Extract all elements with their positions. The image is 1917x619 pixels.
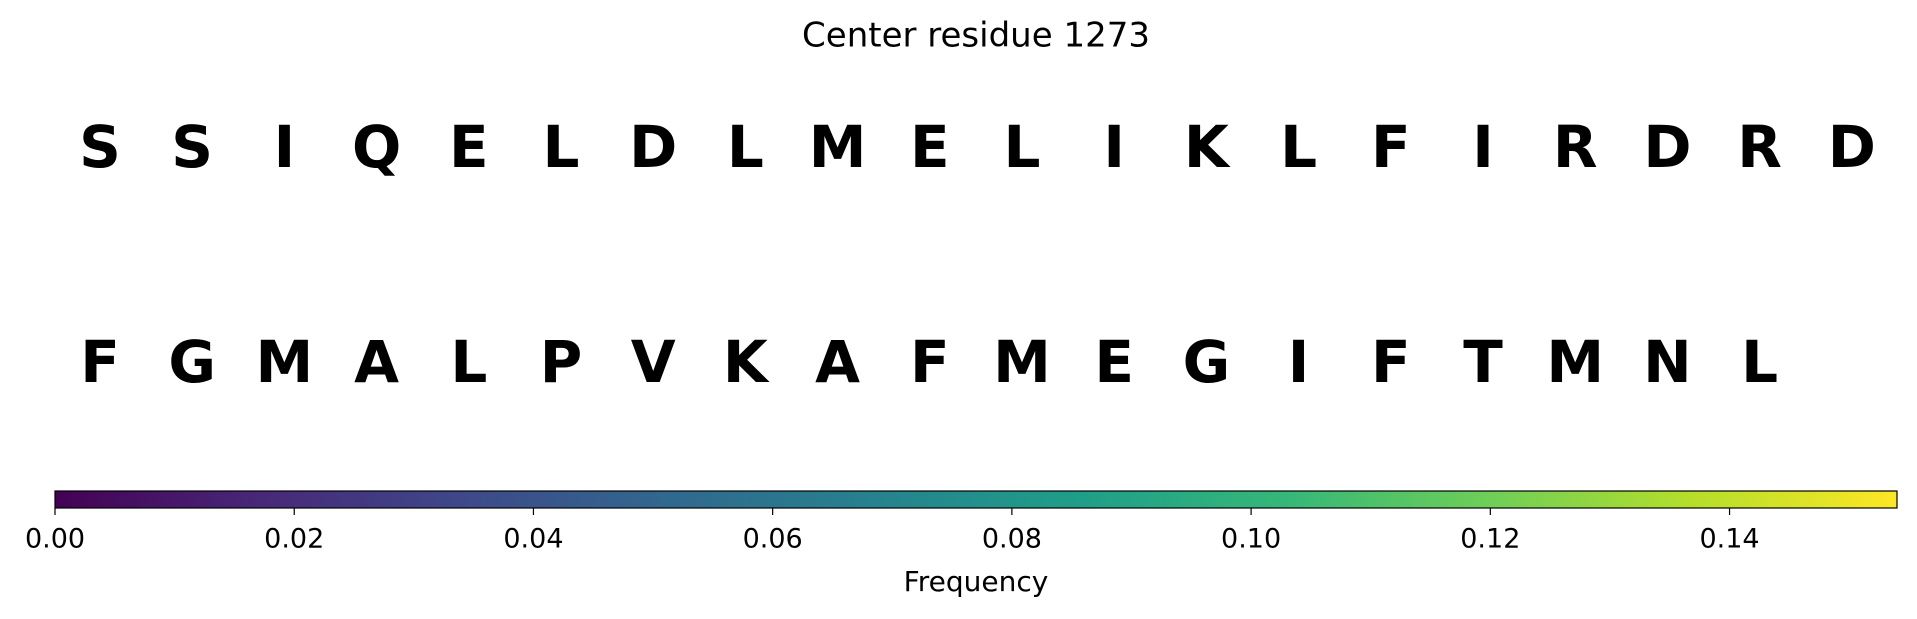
residue-letter: E (449, 113, 489, 181)
residue-letter: D (1643, 113, 1691, 181)
residue-letter: L (450, 328, 487, 396)
residue-letter: D (1828, 113, 1876, 181)
residue-letter: A (815, 328, 860, 396)
residue-letter: L (543, 113, 580, 181)
residue-letter: Q (352, 113, 401, 181)
residue-letter: M (993, 328, 1051, 396)
residue-letter: E (1094, 328, 1134, 396)
residue-letter: F (1371, 113, 1411, 181)
colorbar-tick-label: 0.00 (25, 524, 85, 555)
colorbar (54, 490, 1898, 509)
residue-letter: M (256, 328, 314, 396)
residue-letter: L (1280, 113, 1317, 181)
colorbar-tick-label: 0.04 (503, 524, 563, 555)
residue-letter: V (631, 328, 676, 396)
residue-letter: I (274, 113, 296, 181)
residue-letter: N (1643, 328, 1692, 396)
residue-letter: I (1103, 113, 1125, 181)
colorbar-label: Frequency (904, 565, 1049, 598)
residue-letter: E (910, 113, 950, 181)
residue-letter: M (809, 113, 867, 181)
residue-letter: A (354, 328, 399, 396)
residue-letter: T (1463, 328, 1503, 396)
colorbar-tick-label: 0.08 (982, 524, 1042, 555)
colorbar-tick-label: 0.14 (1699, 524, 1759, 555)
colorbar-tick-label: 0.06 (743, 524, 803, 555)
residue-letter: L (727, 113, 764, 181)
residue-letter: L (1741, 328, 1778, 396)
residue-letter: G (1183, 328, 1231, 396)
residue-letter: R (1737, 113, 1782, 181)
residue-letter: L (1004, 113, 1041, 181)
residue-letter: R (1553, 113, 1598, 181)
chart-title: Center residue 1273 (802, 16, 1150, 56)
colorbar-tick-label: 0.10 (1221, 524, 1281, 555)
residue-letter: I (1288, 328, 1310, 396)
residue-letter: G (168, 328, 216, 396)
colorbar-tick-label: 0.02 (264, 524, 324, 555)
residue-letter: K (723, 328, 770, 396)
residue-letter: K (1184, 113, 1231, 181)
residue-letter: D (629, 113, 677, 181)
residue-letter: I (1472, 113, 1494, 181)
residue-letter: P (540, 328, 583, 396)
residue-letter: S (79, 113, 121, 181)
residue-letter: F (910, 328, 950, 396)
residue-letter: F (80, 328, 120, 396)
residue-letter: S (171, 113, 213, 181)
colorbar-tick-label: 0.12 (1460, 524, 1520, 555)
residue-letter: F (1371, 328, 1411, 396)
residue-letter: M (1546, 328, 1604, 396)
